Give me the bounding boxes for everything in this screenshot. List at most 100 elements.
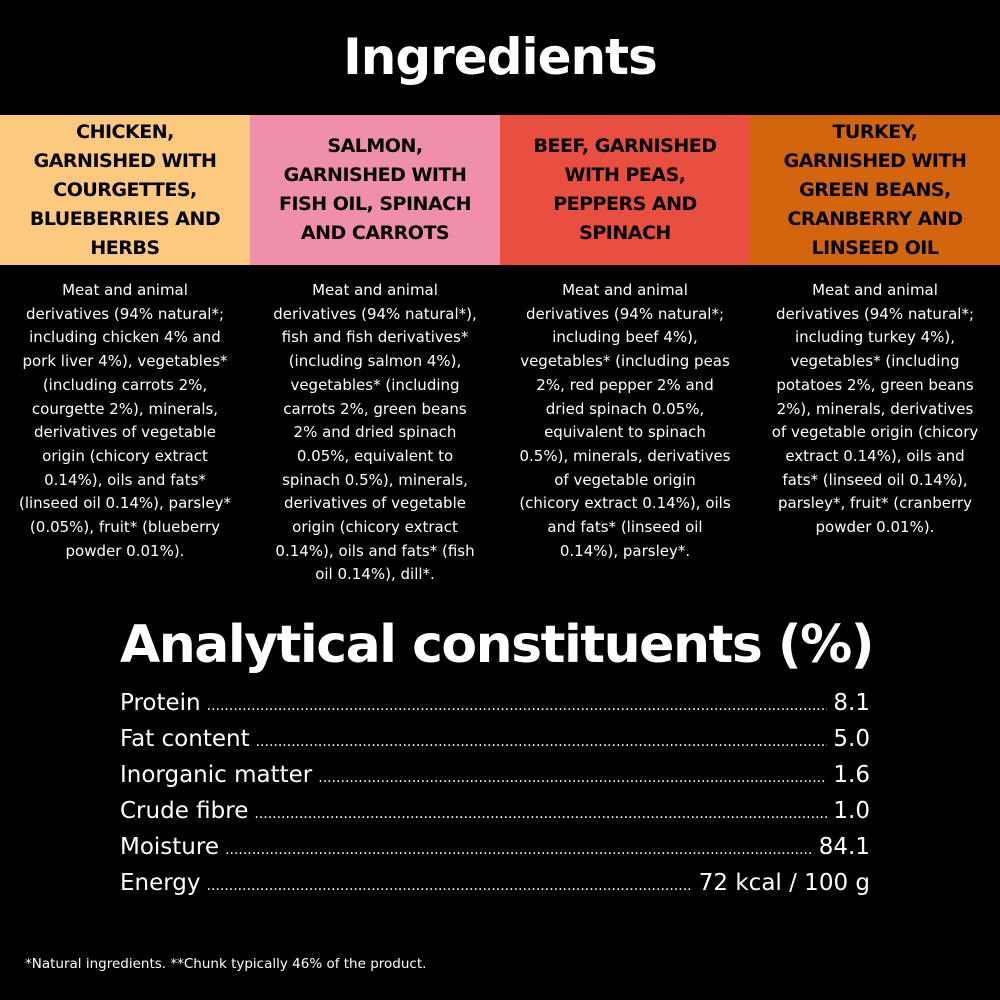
ingredient-line: parsley*, fruit* (cranberry xyxy=(778,494,972,513)
recipe-name-line: GREEN BEANS, xyxy=(799,178,951,201)
recipe-name: BEEF, GARNISHED WITH PEAS, PEPPERS AND SPIN… xyxy=(534,132,717,248)
ingredients-title: Ingredients xyxy=(343,28,658,86)
ingredient-line: 0.14%), oils and fats* (fish xyxy=(275,541,475,560)
ingredient-line: fats* (linseed oil 0.14%), xyxy=(782,470,968,489)
row-label: Protein xyxy=(120,690,201,716)
ingredient-line: and fats* (linseed oil xyxy=(547,518,703,537)
ingredient-line: derivatives (94% natural*; xyxy=(25,304,225,323)
recipe-header: SALMON, GARNISHED WITH FISH OIL, SPINACH AN… xyxy=(250,115,500,265)
recipe-name-line: HERBS xyxy=(90,236,160,259)
recipe-name-line: WITH PEAS, xyxy=(564,164,686,186)
ingredient-line: oil 0.14%), dill*. xyxy=(315,565,435,584)
ingredient-line: origin (chicory extract xyxy=(292,518,458,537)
ingredient-line: 0.14%), oils and fats* xyxy=(44,470,206,489)
row-value: 1.0 xyxy=(833,798,870,824)
ingredient-line: equivalent to spinach xyxy=(544,423,706,442)
ingredient-line: derivatives of vegetable xyxy=(34,423,216,442)
row-label: Energy xyxy=(120,870,201,896)
ingredient-line: powder 0.01%). xyxy=(815,518,935,537)
recipe-name-line: PEPPERS AND xyxy=(553,193,697,215)
dot-leader xyxy=(256,734,828,750)
recipe-name-line: GARNISHED WITH xyxy=(283,164,467,186)
recipe-name-line: COURGETTES, xyxy=(53,178,197,201)
recipe-ingredients-columns: Meat and animal derivatives (94% natural*… xyxy=(0,279,1000,587)
ingredient-line: dried spinach 0.05%, xyxy=(545,399,705,418)
recipe-name-line: GARNISHED WITH xyxy=(33,149,217,172)
recipe-name: TURKEY, GARNISHED WITH GREEN BEANS, CRANBER… xyxy=(784,118,967,263)
ingredient-line: fish and fish derivatives* xyxy=(281,328,469,347)
row-label: Inorganic matter xyxy=(120,762,313,788)
analytical-row: Energy 72 kcal / 100 g xyxy=(120,870,870,906)
ingredient-line: spinach 0.5%), minerals, xyxy=(282,470,468,489)
analytical-row: Moisture 84.1 xyxy=(120,834,870,870)
ingredient-line: (including salmon 4%), xyxy=(288,352,462,371)
recipe-name-line: LINSEED OIL xyxy=(811,236,939,259)
ingredient-line: of vegetable origin (chicory xyxy=(771,423,979,442)
recipe-name-line: CHICKEN, xyxy=(76,120,174,143)
ingredient-line: courgette 2%), minerals, xyxy=(31,399,219,418)
row-value: 5.0 xyxy=(833,726,870,752)
ingredient-line: origin (chicory extract xyxy=(42,446,208,465)
ingredient-line: (chicory extract 0.14%), oils xyxy=(519,494,731,513)
recipe-name-line: SPINACH xyxy=(579,222,671,244)
recipe-name-line: GARNISHED WITH xyxy=(783,149,967,172)
ingredient-line: including beef 4%), xyxy=(552,328,698,347)
ingredient-line: 2%), minerals, derivatives xyxy=(776,399,974,418)
analytical-row: Inorganic matter 1.6 xyxy=(120,762,870,798)
ingredient-line: 2%, red pepper 2% and xyxy=(536,375,714,394)
analytical-table: Protein 8.1 Fat content 5.0 Inorganic matt… xyxy=(120,690,870,906)
row-value: 72 kcal / 100 g xyxy=(698,870,870,896)
dot-leader xyxy=(318,770,827,786)
ingredient-line: Meat and animal xyxy=(312,281,438,299)
row-value: 84.1 xyxy=(818,834,870,860)
row-value: 8.1 xyxy=(833,690,870,716)
recipe-header: CHICKEN, GARNISHED WITH COURGETTES, BLUEBER… xyxy=(0,115,250,265)
ingredient-line: (0.05%), fruit* (blueberry xyxy=(29,518,221,537)
ingredient-line: derivatives of vegetable xyxy=(284,494,466,513)
dot-leader xyxy=(207,878,693,894)
ingredient-line: potatoes 2%, green beans xyxy=(776,375,974,394)
recipe-name: CHICKEN, GARNISHED WITH COURGETTES, BLUEBER… xyxy=(29,118,221,263)
ingredient-line: 0.05%, equivalent to xyxy=(296,446,454,465)
recipe-name-line: AND CARROTS xyxy=(300,222,450,244)
row-label: Fat content xyxy=(120,726,250,752)
dot-leader xyxy=(207,698,828,714)
recipe-header: TURKEY, GARNISHED WITH GREEN BEANS, CRANBER… xyxy=(750,115,1000,265)
analytical-title: Analytical constituents (%) xyxy=(120,615,875,675)
recipe-ingredients: Meat and animal derivatives (94% natural*… xyxy=(250,279,500,587)
recipe-name-line: SALMON, xyxy=(327,135,423,157)
row-value: 1.6 xyxy=(833,762,870,788)
ingredient-line: derivatives (94% natural*; xyxy=(775,304,975,323)
recipe-ingredients: Meat and animal derivatives (94% natural*… xyxy=(0,279,250,587)
ingredient-line: (including carrots 2%, xyxy=(42,375,208,394)
ingredient-line: powder 0.01%). xyxy=(65,541,185,560)
analytical-row: Crude fibre 1.0 xyxy=(120,798,870,834)
row-label: Crude fibre xyxy=(120,798,249,824)
row-label: Moisture xyxy=(120,834,219,860)
ingredient-line: extract 0.14%), oils and xyxy=(785,446,965,465)
dot-leader xyxy=(225,842,813,858)
recipe-name-line: BEEF, GARNISHED xyxy=(533,135,717,157)
ingredient-line: 2% and dried spinach xyxy=(293,423,457,442)
analytical-row: Fat content 5.0 xyxy=(120,726,870,762)
ingredient-line: (linseed oil 0.14%), parsley* xyxy=(18,494,232,513)
ingredient-line: vegetables* (including peas xyxy=(520,352,730,371)
recipe-name-line: BLUEBERRIES AND xyxy=(29,207,221,230)
analytical-row: Protein 8.1 xyxy=(120,690,870,726)
ingredient-line: carrots 2%, green beans xyxy=(283,399,467,418)
ingredient-line: derivatives (94% natural*; xyxy=(525,304,725,323)
recipe-header-band: CHICKEN, GARNISHED WITH COURGETTES, BLUEBER… xyxy=(0,115,1000,265)
footnote: *Natural ingredients. **Chunk typically … xyxy=(25,956,427,972)
ingredient-line: Meat and animal xyxy=(562,281,688,299)
recipe-name-line: CRANBERRY AND xyxy=(787,207,963,230)
recipe-ingredients: Meat and animal derivatives (94% natural*… xyxy=(500,279,750,587)
recipe-header: BEEF, GARNISHED WITH PEAS, PEPPERS AND SPIN… xyxy=(500,115,750,265)
ingredient-line: of vegetable origin xyxy=(554,470,696,489)
ingredient-line: 0.5%), minerals, derivatives xyxy=(519,446,731,465)
recipe-ingredients: Meat and animal derivatives (94% natural*… xyxy=(750,279,1000,587)
recipe-name: SALMON, GARNISHED WITH FISH OIL, SPINACH AN… xyxy=(279,132,472,248)
ingredient-line: 0.14%), parsley*. xyxy=(559,541,691,560)
ingredient-line: derivatives (94% natural*), xyxy=(273,304,477,323)
ingredient-line: including turkey 4%), xyxy=(794,328,956,347)
